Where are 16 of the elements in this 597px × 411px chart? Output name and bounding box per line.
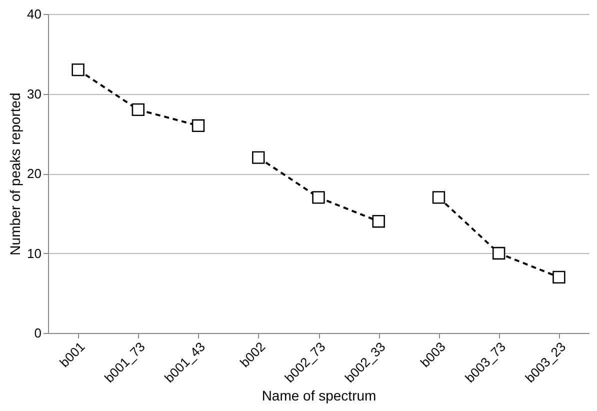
point — [432, 191, 446, 204]
point — [372, 215, 385, 228]
point — [72, 63, 84, 76]
y-tick-label: 10 — [27, 246, 42, 261]
x-axis-title: Name of spectrum — [262, 387, 376, 404]
point — [312, 191, 325, 204]
point — [192, 119, 205, 132]
y-axis-title: Number of peaks reported — [7, 92, 24, 256]
point — [552, 270, 566, 284]
point — [492, 246, 506, 260]
point — [132, 103, 145, 116]
point — [252, 151, 265, 164]
y-tick-label: 40 — [27, 6, 42, 22]
y-tick-label: 20 — [27, 166, 42, 181]
y-tick-label: 30 — [27, 86, 42, 102]
y-tick-label: 0 — [34, 326, 42, 340]
